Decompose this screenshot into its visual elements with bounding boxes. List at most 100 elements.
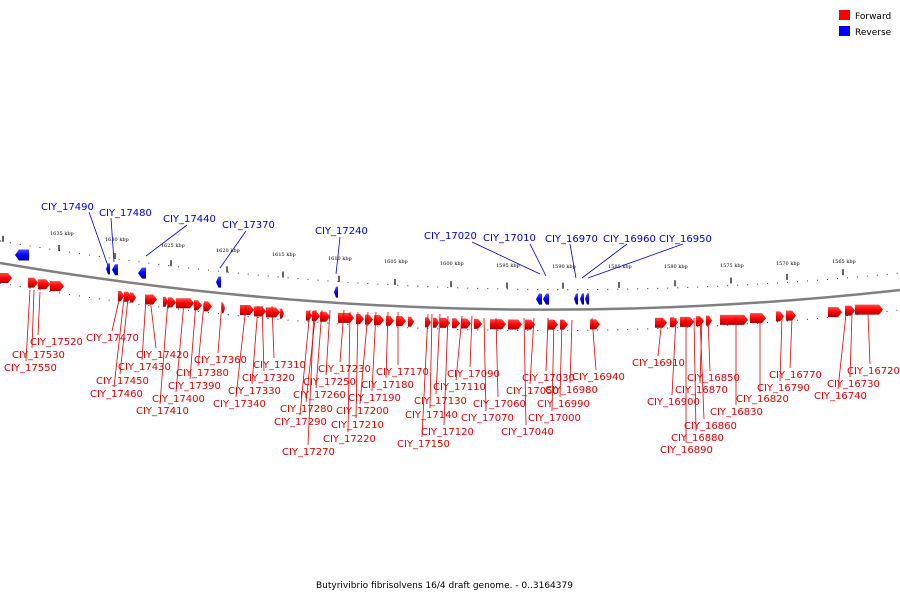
tick-label: 1625 kbp bbox=[161, 243, 185, 249]
gene-label[interactable]: CIY_17120 bbox=[421, 427, 474, 438]
gene-label[interactable]: CIY_17410 bbox=[136, 406, 189, 417]
leader-line bbox=[385, 311, 389, 379]
gene-label[interactable]: CIY_17470 bbox=[86, 333, 139, 344]
gene-label[interactable]: CIY_17110 bbox=[433, 382, 486, 393]
gene-label[interactable]: CIY_17030 bbox=[522, 373, 575, 384]
gene-label[interactable]: CIY_17040 bbox=[501, 427, 554, 438]
gene-label[interactable]: CIY_16790 bbox=[757, 383, 810, 394]
gene-label[interactable]: CIY_17230 bbox=[318, 364, 371, 375]
gene-label[interactable]: CIY_16740 bbox=[814, 391, 867, 402]
gene-label[interactable]: CIY_17050 bbox=[506, 386, 559, 397]
gene-label[interactable]: CIY_17060 bbox=[473, 399, 526, 410]
reverse-gene-labels: CIY_17490 CIY_17480 CIY_17440 CIY_17370 … bbox=[41, 202, 712, 245]
leader-line bbox=[359, 311, 369, 405]
leader-line bbox=[429, 313, 433, 409]
genome-backbone bbox=[0, 261, 900, 311]
forward-gene bbox=[356, 314, 364, 325]
leader-line bbox=[657, 317, 663, 357]
gene-label[interactable]: CIY_17480 bbox=[99, 208, 152, 219]
leader-line bbox=[197, 302, 205, 367]
gene-label[interactable]: CIY_17150 bbox=[397, 439, 450, 450]
gene-label[interactable]: CIY_17290 bbox=[274, 417, 327, 428]
gene-label[interactable]: CIY_17340 bbox=[213, 399, 266, 410]
gene-label[interactable]: CIY_16730 bbox=[827, 379, 880, 390]
leader-line bbox=[307, 309, 315, 446]
gene-label[interactable]: CIY_16830 bbox=[710, 407, 763, 418]
leader-line bbox=[141, 297, 147, 361]
tick-label: 1610 kbp bbox=[328, 256, 352, 262]
gene-label[interactable]: CIY_16990 bbox=[537, 399, 590, 410]
forward-gene bbox=[490, 319, 506, 330]
gene-label[interactable]: CIY_17180 bbox=[361, 380, 414, 391]
gene-label[interactable]: CIY_17250 bbox=[303, 377, 356, 388]
gene-label[interactable]: CIY_17380 bbox=[176, 368, 229, 379]
gene-label[interactable]: CIY_17370 bbox=[222, 220, 275, 231]
gene-label[interactable]: CIY_16880 bbox=[671, 433, 724, 444]
gene-label[interactable]: CIY_17220 bbox=[323, 434, 376, 445]
leader-line bbox=[495, 317, 499, 398]
gene-label[interactable]: CIY_16970 bbox=[545, 234, 598, 245]
gene-label[interactable]: CIY_16890 bbox=[660, 445, 713, 456]
gene-label[interactable]: CIY_17190 bbox=[348, 393, 401, 404]
leader-line bbox=[325, 309, 331, 376]
gene-label[interactable]: CIY_17520 bbox=[30, 337, 83, 348]
gene-label[interactable]: CIY_17010 bbox=[483, 233, 536, 244]
gene-label[interactable]: CIY_17420 bbox=[136, 350, 189, 361]
gene-label[interactable]: CIY_16770 bbox=[769, 370, 822, 381]
gene-label[interactable]: CIY_17430 bbox=[118, 362, 171, 373]
gene-label[interactable]: CIY_16850 bbox=[687, 373, 740, 384]
gene-label[interactable]: CIY_16910 bbox=[632, 358, 685, 369]
gene-label[interactable]: CIY_17070 bbox=[461, 413, 514, 424]
gene-label[interactable]: CIY_17020 bbox=[424, 231, 477, 242]
gene-label[interactable]: CIY_17490 bbox=[41, 202, 94, 213]
gene-label[interactable]: CIY_17210 bbox=[331, 420, 384, 431]
gene-label[interactable]: CIY_17440 bbox=[163, 214, 216, 225]
gene-label[interactable]: CIY_17310 bbox=[253, 360, 306, 371]
gene-label[interactable]: CIY_17240 bbox=[315, 226, 368, 237]
gene-label[interactable]: CIY_16900 bbox=[647, 397, 700, 408]
gene-label[interactable]: CIY_17260 bbox=[293, 390, 346, 401]
gene-label[interactable]: CIY_17130 bbox=[414, 396, 467, 407]
gene-label[interactable]: CIY_17200 bbox=[336, 406, 389, 417]
gene-label[interactable]: CIY_16940 bbox=[572, 372, 625, 383]
gene-label[interactable]: CIY_17270 bbox=[282, 447, 335, 458]
gene-label[interactable]: CIY_16820 bbox=[736, 394, 789, 405]
gene-label[interactable]: CIY_16980 bbox=[545, 385, 598, 396]
leader-line bbox=[551, 319, 555, 412]
leader-line bbox=[529, 317, 535, 385]
forward-gene bbox=[396, 316, 406, 327]
gene-label[interactable]: CIY_17170 bbox=[376, 367, 429, 378]
tick-label: 1590 kbp bbox=[552, 264, 576, 270]
gene-label[interactable]: CIY_16720 bbox=[847, 366, 900, 377]
gene-label[interactable]: CIY_17550 bbox=[4, 363, 57, 374]
leader-line bbox=[37, 291, 41, 336]
leader-line bbox=[261, 305, 265, 372]
gene-label[interactable]: CIY_17090 bbox=[447, 369, 500, 380]
gene-label[interactable]: CIY_16950 bbox=[659, 234, 712, 245]
gene-label[interactable]: CIY_17450 bbox=[96, 376, 149, 387]
gene-label[interactable]: CIY_16860 bbox=[684, 421, 737, 432]
leader-line bbox=[569, 319, 573, 384]
gene-label[interactable]: CIY_17530 bbox=[12, 350, 65, 361]
gene-label[interactable]: CIY_17360 bbox=[194, 355, 247, 366]
gene-label[interactable]: CIY_17330 bbox=[228, 386, 281, 397]
reverse-gene bbox=[112, 264, 118, 276]
gene-label[interactable]: CIY_17280 bbox=[280, 404, 333, 415]
leader-line bbox=[145, 224, 188, 257]
gene-label[interactable]: CIY_17320 bbox=[242, 373, 295, 384]
gene-label[interactable]: CIY_17460 bbox=[90, 389, 143, 400]
gene-label[interactable]: CIY_17390 bbox=[168, 381, 221, 392]
tick-label: 1605 kbp bbox=[384, 259, 408, 265]
forward-gene bbox=[28, 277, 38, 288]
gene-label[interactable]: CIY_17140 bbox=[405, 410, 458, 421]
leader-line bbox=[559, 319, 563, 398]
leader-line bbox=[455, 315, 463, 381]
gene-label[interactable]: CIY_16960 bbox=[603, 234, 656, 245]
gene-label[interactable]: CIY_17000 bbox=[528, 413, 581, 424]
leader-line bbox=[671, 317, 677, 396]
gene-label[interactable]: CIY_16870 bbox=[675, 385, 728, 396]
forward-gene bbox=[176, 298, 194, 309]
gene-label[interactable]: CIY_17400 bbox=[152, 394, 205, 405]
leader-line bbox=[119, 297, 129, 375]
leader-line bbox=[189, 301, 197, 380]
